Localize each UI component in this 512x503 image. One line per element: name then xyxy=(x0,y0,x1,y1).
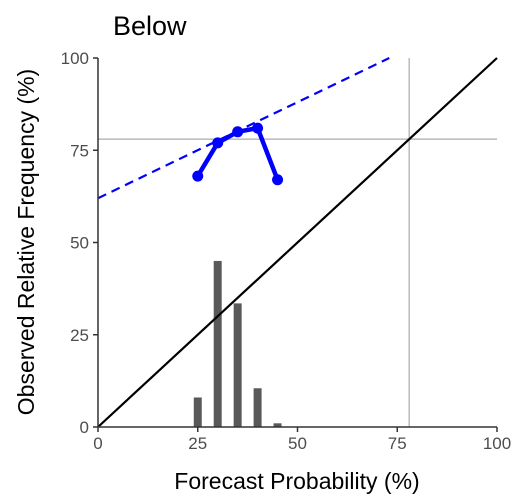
y-tick-label: 50 xyxy=(70,234,89,253)
x-tick-label: 100 xyxy=(483,434,511,453)
reliability-point xyxy=(192,170,204,182)
y-tick-label: 75 xyxy=(70,141,89,160)
histogram-bar xyxy=(193,397,202,427)
histogram-bar xyxy=(233,303,242,427)
plot-area xyxy=(97,57,498,428)
histogram-bar xyxy=(273,423,282,427)
reliability-point xyxy=(212,137,224,149)
perfect-reliability-line xyxy=(97,57,498,428)
chart-title: Below xyxy=(113,11,187,41)
regression-fit-line xyxy=(97,57,390,200)
histogram-bar xyxy=(213,260,222,427)
y-tick-label: 25 xyxy=(70,326,89,345)
x-tick-label: 0 xyxy=(93,434,102,453)
histogram-bar xyxy=(253,388,262,427)
y-tick-label: 100 xyxy=(61,49,89,68)
x-tick-label: 75 xyxy=(388,434,407,453)
axis-ticks: 0 25 50 75 100 0 25 50 75 100 xyxy=(61,49,512,453)
x-tick-label: 25 xyxy=(188,434,207,453)
reliability-point xyxy=(272,174,284,186)
y-axis-label: Observed Relative Frequency (%) xyxy=(13,69,39,415)
y-tick-label: 0 xyxy=(80,418,89,437)
reliability-point xyxy=(252,122,264,134)
x-tick-label: 50 xyxy=(288,434,307,453)
reliability-point xyxy=(232,126,244,138)
x-axis-label: Forecast Probability (%) xyxy=(174,468,419,494)
